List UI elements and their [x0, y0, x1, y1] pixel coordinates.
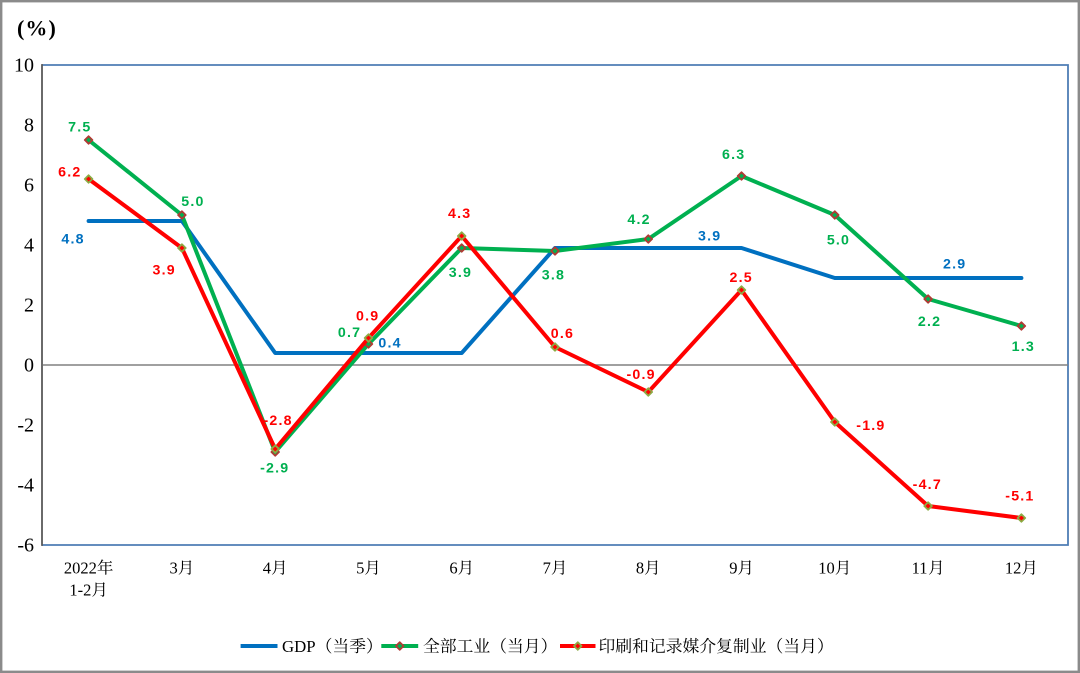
svg-text:5: 5	[356, 559, 364, 578]
svg-text:4.2: 4.2	[627, 212, 650, 228]
svg-text:10: 10	[818, 559, 835, 578]
svg-text:7: 7	[543, 559, 551, 578]
svg-text:3.8: 3.8	[542, 268, 565, 284]
svg-text:(%): (%)	[17, 16, 57, 41]
svg-text:-2.9: -2.9	[260, 460, 289, 476]
svg-text:3.9: 3.9	[698, 228, 721, 244]
svg-text:-1.9: -1.9	[856, 418, 885, 434]
svg-text:-4.7: -4.7	[913, 477, 942, 493]
svg-text:-6: -6	[17, 535, 34, 557]
svg-text:-4: -4	[17, 475, 34, 497]
svg-text:8: 8	[636, 559, 644, 578]
svg-text:-2.8: -2.8	[263, 413, 292, 429]
svg-text:2.2: 2.2	[918, 314, 941, 330]
svg-text:6: 6	[449, 559, 457, 578]
svg-text:3.9: 3.9	[449, 265, 472, 281]
svg-text:0.6: 0.6	[551, 326, 574, 342]
svg-text:0.7: 0.7	[338, 325, 361, 341]
svg-text:GDP: GDP	[282, 637, 316, 656]
svg-text:2.9: 2.9	[943, 257, 966, 273]
svg-text:6.2: 6.2	[58, 165, 81, 181]
svg-text:2022: 2022	[64, 559, 97, 578]
svg-text:4: 4	[263, 559, 271, 578]
svg-text:3.9: 3.9	[153, 263, 176, 279]
svg-text:1.3: 1.3	[1012, 339, 1035, 355]
svg-text:4.3: 4.3	[448, 206, 471, 222]
svg-text:-0.9: -0.9	[626, 367, 655, 383]
svg-text:2.5: 2.5	[730, 270, 753, 286]
svg-text:2: 2	[24, 295, 34, 317]
svg-text:6.3: 6.3	[722, 147, 745, 163]
svg-text:5.0: 5.0	[827, 232, 850, 248]
svg-text:5.0: 5.0	[181, 194, 204, 210]
svg-text:0.4: 0.4	[378, 336, 401, 352]
svg-text:-2: -2	[17, 415, 34, 437]
svg-text:-5.1: -5.1	[1005, 489, 1034, 505]
svg-text:8: 8	[24, 115, 34, 137]
svg-text:4.8: 4.8	[61, 232, 84, 248]
svg-text:3: 3	[170, 559, 178, 578]
svg-text:7.5: 7.5	[68, 120, 91, 136]
svg-text:4: 4	[24, 235, 34, 257]
svg-text:6: 6	[24, 175, 34, 197]
svg-text:10: 10	[14, 55, 34, 77]
svg-text:0: 0	[24, 355, 34, 377]
svg-text:0.9: 0.9	[356, 308, 379, 324]
svg-text:12: 12	[1005, 559, 1022, 578]
svg-text:1-2: 1-2	[69, 581, 91, 600]
svg-text:9: 9	[729, 559, 737, 578]
svg-text:11: 11	[912, 559, 928, 578]
